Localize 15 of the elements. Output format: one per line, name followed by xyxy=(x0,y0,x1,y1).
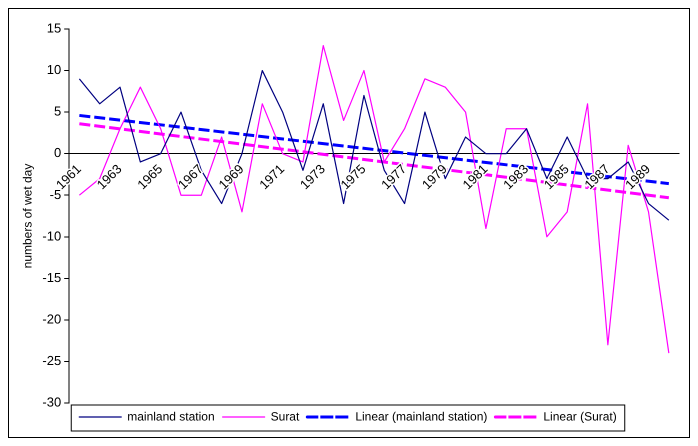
y-tick-label: -5 xyxy=(50,186,62,202)
y-tick-label: 15 xyxy=(46,20,62,36)
y-tick-label: 0 xyxy=(54,145,62,160)
y-tick-label: 10 xyxy=(46,62,62,78)
y-tick-label: -30 xyxy=(42,394,62,410)
y-tick-label: -20 xyxy=(42,311,62,326)
legend-label: Linear (mainland station) xyxy=(355,409,488,424)
y-tick-label: -25 xyxy=(42,353,62,368)
legend-label: Surat xyxy=(270,409,300,424)
y-axis-title: numbers of wet day xyxy=(20,164,35,268)
y-tick-label: 5 xyxy=(54,104,62,119)
y-tick-label: -10 xyxy=(42,228,62,244)
y-tick-label: -15 xyxy=(42,270,62,285)
legend-label: Linear (Surat) xyxy=(543,409,617,424)
legend-label: mainland station xyxy=(127,409,215,424)
